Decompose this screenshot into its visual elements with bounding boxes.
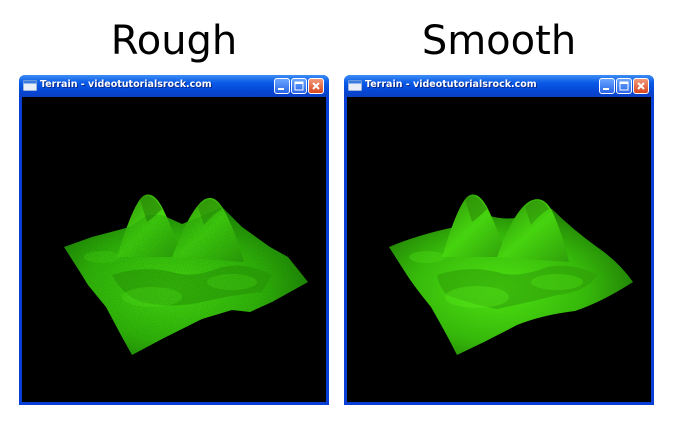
maximize-button[interactable] bbox=[291, 78, 307, 94]
app-window-icon bbox=[23, 80, 37, 91]
panel-heading-rough: Rough bbox=[110, 18, 238, 64]
window-rough: Terrain - videotutorialsrock.com bbox=[19, 75, 329, 405]
maximize-button[interactable] bbox=[616, 78, 632, 94]
minimize-button[interactable] bbox=[599, 78, 615, 94]
window-titlebar[interactable]: Terrain - videotutorialsrock.com bbox=[19, 75, 329, 97]
window-titlebar[interactable]: Terrain - videotutorialsrock.com bbox=[344, 75, 654, 97]
panel-heading-smooth: Smooth bbox=[421, 18, 577, 64]
close-icon bbox=[312, 82, 320, 90]
window-title: Terrain - videotutorialsrock.com bbox=[40, 79, 212, 90]
app-window-icon bbox=[348, 80, 362, 91]
close-button[interactable] bbox=[308, 78, 324, 94]
minimize-icon bbox=[603, 88, 609, 90]
close-icon bbox=[637, 82, 645, 90]
window-title: Terrain - videotutorialsrock.com bbox=[365, 79, 537, 90]
render-viewport[interactable] bbox=[347, 97, 651, 402]
render-viewport[interactable] bbox=[22, 97, 326, 402]
maximize-icon bbox=[619, 81, 629, 91]
maximize-icon bbox=[294, 81, 304, 91]
close-button[interactable] bbox=[633, 78, 649, 94]
window-smooth: Terrain - videotutorialsrock.com bbox=[344, 75, 654, 405]
rough-terrain-render bbox=[64, 194, 308, 355]
smooth-terrain-render bbox=[389, 194, 633, 355]
minimize-icon bbox=[278, 88, 284, 90]
minimize-button[interactable] bbox=[274, 78, 290, 94]
